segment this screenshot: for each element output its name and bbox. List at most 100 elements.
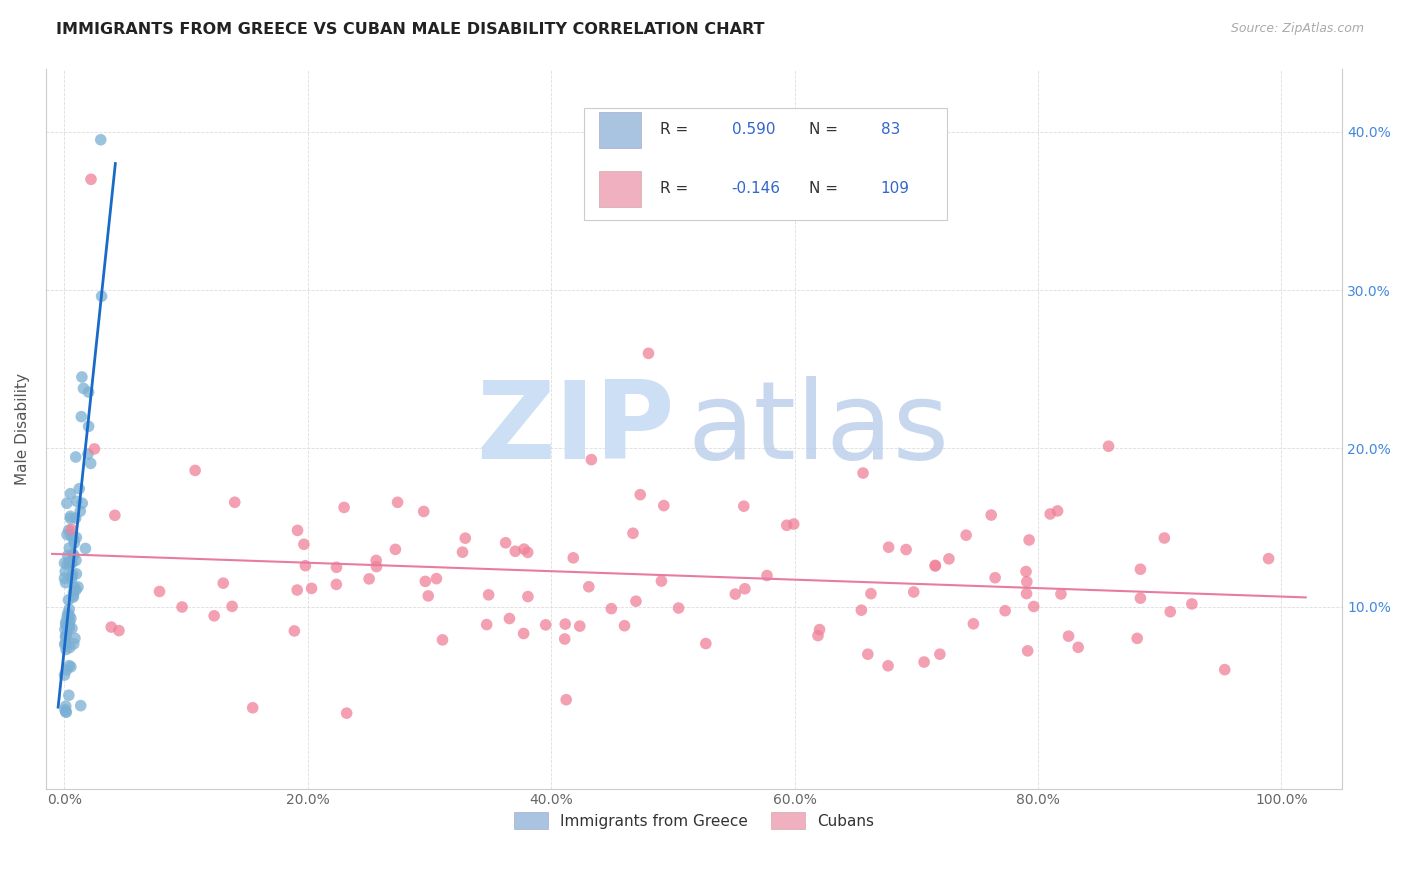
Point	[1039, 507, 1062, 521]
Point	[60, 556, 83, 570]
Point	[58, 608, 80, 623]
Point	[70, 409, 93, 424]
Point	[495, 536, 517, 550]
Point	[63, 632, 86, 646]
Point	[56, 496, 79, 510]
Point	[55, 628, 77, 642]
Point	[600, 601, 623, 615]
Text: atlas: atlas	[688, 376, 949, 482]
Point	[55, 575, 77, 590]
Point	[554, 632, 576, 646]
Point	[980, 508, 1002, 522]
Point	[877, 658, 900, 673]
Point	[60, 572, 83, 586]
Point	[212, 576, 235, 591]
Point	[65, 553, 87, 567]
Point	[69, 698, 91, 713]
Point	[924, 559, 946, 574]
Point	[1018, 533, 1040, 547]
Point	[60, 529, 83, 543]
Point	[59, 660, 82, 674]
Point	[877, 540, 900, 554]
Point	[55, 630, 77, 644]
Point	[83, 442, 105, 456]
Point	[807, 629, 830, 643]
Point	[108, 624, 131, 638]
Point	[59, 555, 82, 569]
Point	[555, 692, 578, 706]
Point	[62, 549, 84, 563]
Point	[202, 608, 225, 623]
Point	[90, 289, 112, 303]
Text: 83: 83	[880, 122, 900, 137]
Point	[652, 499, 675, 513]
Bar	[599, 170, 641, 207]
Point	[613, 618, 636, 632]
Point	[621, 526, 644, 541]
Point	[56, 610, 79, 624]
Point	[734, 582, 756, 596]
Point	[513, 542, 536, 557]
Point	[53, 703, 76, 717]
Point	[668, 601, 690, 615]
Point	[60, 556, 83, 570]
Point	[70, 496, 93, 510]
Point	[56, 558, 79, 572]
Point	[56, 549, 79, 563]
Text: IMMIGRANTS FROM GREECE VS CUBAN MALE DISABILITY CORRELATION CHART: IMMIGRANTS FROM GREECE VS CUBAN MALE DIS…	[56, 22, 765, 37]
Point	[1057, 629, 1080, 643]
Point	[418, 589, 440, 603]
Point	[58, 593, 80, 607]
Point	[366, 559, 388, 574]
Text: 0.590: 0.590	[731, 122, 775, 137]
Point	[724, 587, 747, 601]
Point	[59, 615, 82, 629]
Point	[56, 607, 79, 621]
Point	[58, 621, 80, 635]
Point	[624, 594, 647, 608]
Point	[58, 541, 80, 555]
Point	[628, 488, 651, 502]
Point	[1015, 565, 1038, 579]
Point	[294, 558, 316, 573]
Point	[53, 623, 76, 637]
Point	[856, 647, 879, 661]
Point	[65, 582, 87, 597]
Point	[65, 566, 87, 581]
Point	[70, 370, 93, 384]
Point	[55, 642, 77, 657]
Text: ZIP: ZIP	[477, 376, 675, 482]
Point	[53, 571, 76, 585]
Point	[56, 619, 79, 633]
Text: -0.146: -0.146	[731, 181, 780, 196]
Point	[224, 495, 246, 509]
Point	[1181, 597, 1204, 611]
Point	[53, 668, 76, 682]
Point	[894, 542, 917, 557]
Point	[59, 511, 82, 525]
Point	[325, 577, 347, 591]
Point	[387, 495, 409, 509]
Point	[955, 528, 977, 542]
Text: R =: R =	[661, 181, 693, 196]
Point	[62, 637, 84, 651]
Point	[287, 524, 309, 538]
Point	[938, 552, 960, 566]
Point	[62, 589, 84, 603]
Bar	[599, 112, 641, 148]
Point	[650, 574, 672, 588]
Point	[301, 582, 323, 596]
Point	[924, 558, 946, 573]
Point	[1067, 640, 1090, 655]
Point	[55, 615, 77, 629]
Point	[851, 603, 873, 617]
Point	[55, 699, 77, 714]
Point	[59, 509, 82, 524]
Point	[984, 571, 1007, 585]
Point	[55, 636, 77, 650]
Point	[221, 599, 243, 614]
Point	[516, 545, 538, 559]
Point	[184, 463, 207, 477]
Text: R =: R =	[661, 122, 693, 137]
Point	[578, 580, 600, 594]
